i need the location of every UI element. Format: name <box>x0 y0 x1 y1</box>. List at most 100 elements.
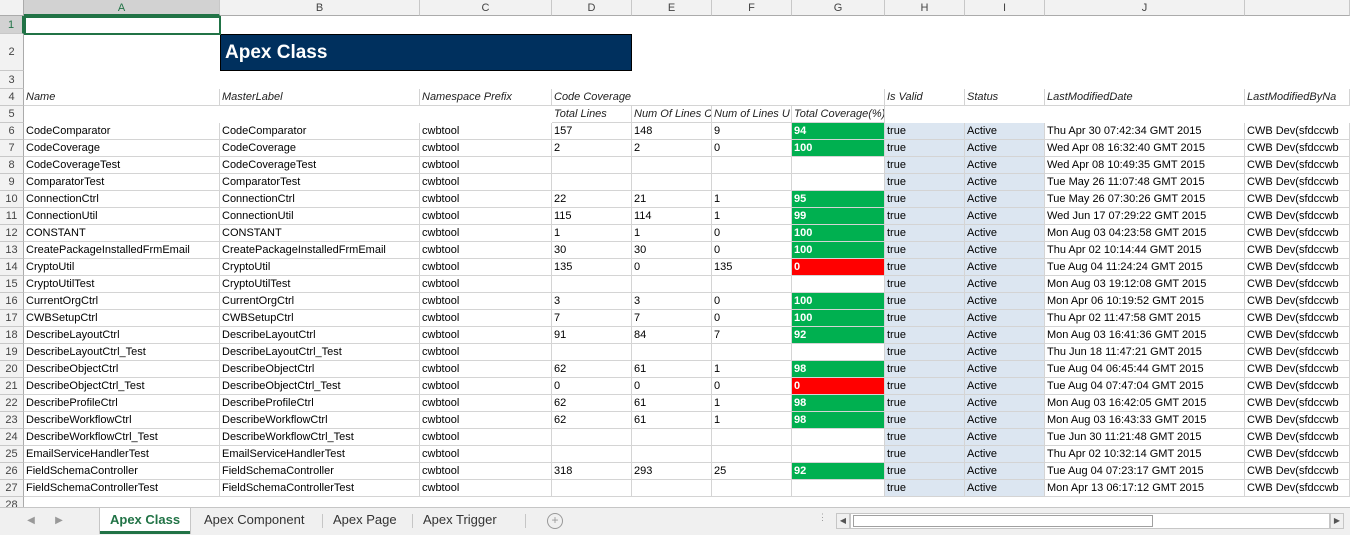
cell-name[interactable]: CreatePackageInstalledFrmEmail <box>24 242 220 259</box>
cell-coverage[interactable]: 92 <box>792 327 885 344</box>
cell-valid[interactable]: true <box>885 412 965 429</box>
column-header[interactable]: I <box>965 0 1045 16</box>
cell-uncovered[interactable]: 0 <box>712 310 792 327</box>
sheet-tab-apex-trigger[interactable]: Apex Trigger <box>423 512 497 527</box>
subheader-lines-uncovered[interactable]: Num of Lines U <box>712 106 792 123</box>
row-header[interactable]: 10 <box>0 191 24 208</box>
cell-modified[interactable]: Mon Apr 06 10:19:52 GMT 2015 <box>1045 293 1245 310</box>
cell-uncovered[interactable] <box>712 157 792 174</box>
row-header[interactable]: 12 <box>0 225 24 242</box>
cell-uncovered[interactable] <box>712 344 792 361</box>
cell-covered[interactable]: 114 <box>632 208 712 225</box>
column-header[interactable]: J <box>1045 0 1245 16</box>
cell-total[interactable]: 115 <box>552 208 632 225</box>
cell-by[interactable]: CWB Dev(sfdccwb <box>1245 208 1350 225</box>
cell-total[interactable]: 157 <box>552 123 632 140</box>
cell-valid[interactable]: true <box>885 123 965 140</box>
cell-label[interactable]: CWBSetupCtrl <box>220 310 420 327</box>
cell-ns[interactable]: cwbtool <box>420 378 552 395</box>
cell-covered[interactable]: 0 <box>632 378 712 395</box>
cell-status[interactable]: Active <box>965 378 1045 395</box>
header-code-coverage[interactable]: Code Coverage <box>552 89 885 106</box>
column-header[interactable]: D <box>552 0 632 16</box>
cell-modified[interactable]: Tue Aug 04 06:45:44 GMT 2015 <box>1045 361 1245 378</box>
cell-total[interactable] <box>552 344 632 361</box>
cell-by[interactable]: CWB Dev(sfdccwb <box>1245 225 1350 242</box>
cell-uncovered[interactable]: 0 <box>712 140 792 157</box>
cell-modified[interactable]: Thu Jun 18 11:47:21 GMT 2015 <box>1045 344 1245 361</box>
cell-valid[interactable]: true <box>885 327 965 344</box>
cell-ns[interactable]: cwbtool <box>420 242 552 259</box>
cell-coverage[interactable]: 0 <box>792 378 885 395</box>
cell-by[interactable]: CWB Dev(sfdccwb <box>1245 429 1350 446</box>
row-header[interactable]: 4 <box>0 89 24 106</box>
cell-ns[interactable]: cwbtool <box>420 293 552 310</box>
row-header[interactable]: 6 <box>0 123 24 140</box>
cell-coverage[interactable]: 100 <box>792 293 885 310</box>
cell-covered[interactable]: 61 <box>632 395 712 412</box>
cell-ns[interactable]: cwbtool <box>420 429 552 446</box>
cell-uncovered[interactable]: 25 <box>712 463 792 480</box>
triangle-right-icon[interactable]: ▶ <box>55 515 63 526</box>
cell-covered[interactable]: 7 <box>632 310 712 327</box>
cell-ns[interactable]: cwbtool <box>420 327 552 344</box>
cell-status[interactable]: Active <box>965 157 1045 174</box>
cell-total[interactable]: 0 <box>552 378 632 395</box>
cell-ns[interactable]: cwbtool <box>420 446 552 463</box>
cell-valid[interactable]: true <box>885 259 965 276</box>
row-header[interactable]: 11 <box>0 208 24 225</box>
cell-label[interactable]: DescribeLayoutCtrl_Test <box>220 344 420 361</box>
cell-ns[interactable]: cwbtool <box>420 123 552 140</box>
cell-coverage[interactable]: 98 <box>792 361 885 378</box>
cell-modified[interactable]: Tue May 26 11:07:48 GMT 2015 <box>1045 174 1245 191</box>
cell-coverage[interactable]: 100 <box>792 310 885 327</box>
cell-status[interactable]: Active <box>965 276 1045 293</box>
cell-by[interactable]: CWB Dev(sfdccwb <box>1245 361 1350 378</box>
row-header[interactable]: 15 <box>0 276 24 293</box>
cell-coverage[interactable] <box>792 480 885 497</box>
sheet-tab-apex-class[interactable]: Apex Class <box>100 508 191 534</box>
cell-status[interactable]: Active <box>965 225 1045 242</box>
scroll-left-icon[interactable]: ◀ <box>836 513 850 529</box>
cell-name[interactable]: CWBSetupCtrl <box>24 310 220 327</box>
cell-valid[interactable]: true <box>885 310 965 327</box>
cell-valid[interactable]: true <box>885 293 965 310</box>
cell-by[interactable]: CWB Dev(sfdccwb <box>1245 276 1350 293</box>
cell-uncovered[interactable]: 135 <box>712 259 792 276</box>
cell-status[interactable]: Active <box>965 140 1045 157</box>
cell-by[interactable]: CWB Dev(sfdccwb <box>1245 378 1350 395</box>
cell-label[interactable]: CodeCoverage <box>220 140 420 157</box>
cell-status[interactable]: Active <box>965 242 1045 259</box>
cell-name[interactable]: DescribeObjectCtrl_Test <box>24 378 220 395</box>
cell-modified[interactable]: Mon Apr 13 06:17:12 GMT 2015 <box>1045 480 1245 497</box>
cell-modified[interactable]: Tue May 26 07:30:26 GMT 2015 <box>1045 191 1245 208</box>
row-header[interactable]: 5 <box>0 106 24 123</box>
header-namespace-prefix[interactable]: Namespace Prefix <box>420 89 552 106</box>
cell-name[interactable]: CodeCoverageTest <box>24 157 220 174</box>
cell-ns[interactable]: cwbtool <box>420 395 552 412</box>
row-header[interactable]: 7 <box>0 140 24 157</box>
select-all-corner[interactable] <box>0 0 24 16</box>
scroll-right-icon[interactable]: ▶ <box>1330 513 1344 529</box>
cell-label[interactable]: CryptoUtil <box>220 259 420 276</box>
cell-covered[interactable]: 21 <box>632 191 712 208</box>
cell-valid[interactable]: true <box>885 174 965 191</box>
cell-label[interactable]: CONSTANT <box>220 225 420 242</box>
cell-modified[interactable]: Mon Aug 03 16:42:05 GMT 2015 <box>1045 395 1245 412</box>
column-header[interactable]: E <box>632 0 712 16</box>
cell-modified[interactable]: Mon Aug 03 04:23:58 GMT 2015 <box>1045 225 1245 242</box>
cell-modified[interactable]: Wed Apr 08 10:49:35 GMT 2015 <box>1045 157 1245 174</box>
row-header[interactable]: 16 <box>0 293 24 310</box>
cell-modified[interactable]: Mon Aug 03 19:12:08 GMT 2015 <box>1045 276 1245 293</box>
cell-valid[interactable]: true <box>885 191 965 208</box>
cell-modified[interactable]: Thu Apr 30 07:42:34 GMT 2015 <box>1045 123 1245 140</box>
cell-name[interactable]: EmailServiceHandlerTest <box>24 446 220 463</box>
cell-ns[interactable]: cwbtool <box>420 157 552 174</box>
tab-splitter-handle[interactable]: ⋮ <box>818 512 827 522</box>
cell-modified[interactable]: Thu Apr 02 10:32:14 GMT 2015 <box>1045 446 1245 463</box>
row-header[interactable]: 1 <box>0 16 24 34</box>
cell-name[interactable]: FieldSchemaControllerTest <box>24 480 220 497</box>
cell-name[interactable]: ConnectionUtil <box>24 208 220 225</box>
cell-label[interactable]: CodeComparator <box>220 123 420 140</box>
cell-ns[interactable]: cwbtool <box>420 174 552 191</box>
